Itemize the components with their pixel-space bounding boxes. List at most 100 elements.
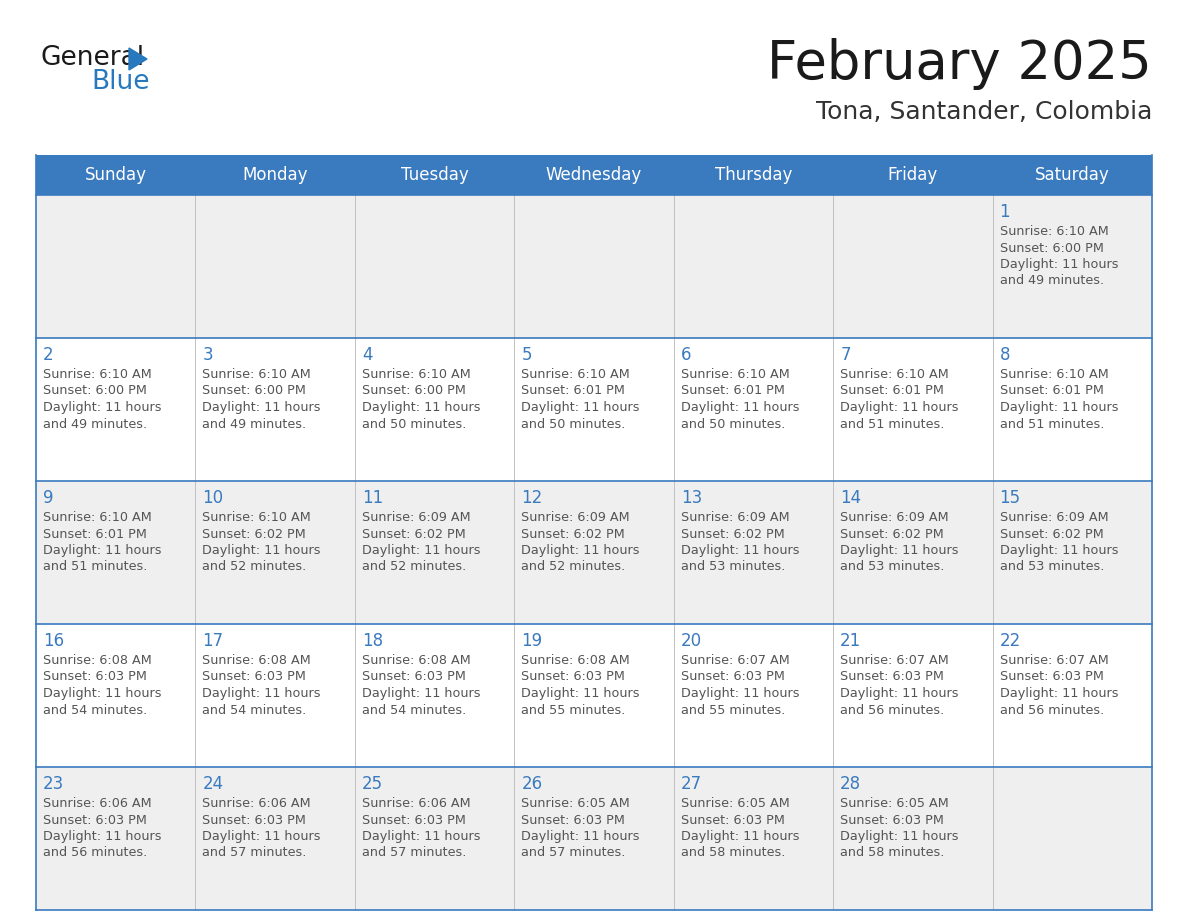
- Text: Daylight: 11 hours: Daylight: 11 hours: [522, 830, 640, 843]
- Text: 15: 15: [999, 489, 1020, 507]
- Text: 28: 28: [840, 775, 861, 793]
- Text: 13: 13: [681, 489, 702, 507]
- Text: Sunrise: 6:05 AM: Sunrise: 6:05 AM: [522, 797, 630, 810]
- Text: Daylight: 11 hours: Daylight: 11 hours: [362, 687, 480, 700]
- Text: Saturday: Saturday: [1035, 166, 1110, 184]
- Text: Sunset: 6:01 PM: Sunset: 6:01 PM: [43, 528, 147, 541]
- Text: and 57 minutes.: and 57 minutes.: [202, 846, 307, 859]
- Text: Daylight: 11 hours: Daylight: 11 hours: [43, 687, 162, 700]
- Text: Sunrise: 6:08 AM: Sunrise: 6:08 AM: [202, 654, 311, 667]
- Text: Sunset: 6:03 PM: Sunset: 6:03 PM: [362, 670, 466, 684]
- Text: Sunset: 6:00 PM: Sunset: 6:00 PM: [202, 385, 307, 397]
- Text: and 57 minutes.: and 57 minutes.: [362, 846, 466, 859]
- Text: 17: 17: [202, 632, 223, 650]
- Bar: [36, 767, 1152, 910]
- Text: Sunrise: 6:08 AM: Sunrise: 6:08 AM: [362, 654, 470, 667]
- Text: Sunset: 6:03 PM: Sunset: 6:03 PM: [43, 813, 147, 826]
- Text: Thursday: Thursday: [715, 166, 792, 184]
- Text: Daylight: 11 hours: Daylight: 11 hours: [43, 830, 162, 843]
- Text: Sunrise: 6:10 AM: Sunrise: 6:10 AM: [202, 368, 311, 381]
- Text: and 52 minutes.: and 52 minutes.: [202, 561, 307, 574]
- Text: Daylight: 11 hours: Daylight: 11 hours: [202, 830, 321, 843]
- Text: Sunrise: 6:06 AM: Sunrise: 6:06 AM: [43, 797, 152, 810]
- Text: Daylight: 11 hours: Daylight: 11 hours: [43, 544, 162, 557]
- Text: 22: 22: [999, 632, 1020, 650]
- Text: Sunset: 6:03 PM: Sunset: 6:03 PM: [202, 670, 307, 684]
- Text: and 49 minutes.: and 49 minutes.: [43, 418, 147, 431]
- Text: Daylight: 11 hours: Daylight: 11 hours: [999, 258, 1118, 271]
- Text: and 53 minutes.: and 53 minutes.: [840, 561, 944, 574]
- Text: Sunrise: 6:08 AM: Sunrise: 6:08 AM: [43, 654, 152, 667]
- Text: Sunset: 6:03 PM: Sunset: 6:03 PM: [840, 670, 944, 684]
- Text: 12: 12: [522, 489, 543, 507]
- Text: 18: 18: [362, 632, 383, 650]
- Text: Sunset: 6:03 PM: Sunset: 6:03 PM: [681, 813, 784, 826]
- Text: Daylight: 11 hours: Daylight: 11 hours: [999, 544, 1118, 557]
- Bar: [36, 195, 1152, 338]
- Text: Sunrise: 6:07 AM: Sunrise: 6:07 AM: [840, 654, 949, 667]
- Text: Sunset: 6:02 PM: Sunset: 6:02 PM: [681, 528, 784, 541]
- Text: Sunset: 6:00 PM: Sunset: 6:00 PM: [999, 241, 1104, 254]
- Text: Daylight: 11 hours: Daylight: 11 hours: [840, 830, 959, 843]
- Text: Sunrise: 6:09 AM: Sunrise: 6:09 AM: [999, 511, 1108, 524]
- Text: 1: 1: [999, 203, 1010, 221]
- Text: and 53 minutes.: and 53 minutes.: [681, 561, 785, 574]
- Bar: [36, 624, 1152, 767]
- Text: 19: 19: [522, 632, 543, 650]
- Text: 21: 21: [840, 632, 861, 650]
- Text: and 57 minutes.: and 57 minutes.: [522, 846, 626, 859]
- Text: Sunrise: 6:10 AM: Sunrise: 6:10 AM: [522, 368, 630, 381]
- Text: 5: 5: [522, 346, 532, 364]
- Text: Sunset: 6:02 PM: Sunset: 6:02 PM: [202, 528, 307, 541]
- Text: and 52 minutes.: and 52 minutes.: [362, 561, 466, 574]
- Text: Sunrise: 6:05 AM: Sunrise: 6:05 AM: [681, 797, 790, 810]
- Text: and 50 minutes.: and 50 minutes.: [681, 418, 785, 431]
- Text: Sunset: 6:01 PM: Sunset: 6:01 PM: [999, 385, 1104, 397]
- Text: Sunset: 6:00 PM: Sunset: 6:00 PM: [362, 385, 466, 397]
- Text: and 54 minutes.: and 54 minutes.: [43, 703, 147, 717]
- Text: Sunset: 6:03 PM: Sunset: 6:03 PM: [681, 670, 784, 684]
- Text: Sunset: 6:01 PM: Sunset: 6:01 PM: [522, 385, 625, 397]
- Text: 16: 16: [43, 632, 64, 650]
- Text: 2: 2: [43, 346, 53, 364]
- Text: 9: 9: [43, 489, 53, 507]
- Text: Sunset: 6:02 PM: Sunset: 6:02 PM: [999, 528, 1104, 541]
- Text: Sunrise: 6:08 AM: Sunrise: 6:08 AM: [522, 654, 630, 667]
- Text: Sunset: 6:03 PM: Sunset: 6:03 PM: [43, 670, 147, 684]
- Text: Blue: Blue: [91, 69, 150, 95]
- Text: Sunset: 6:03 PM: Sunset: 6:03 PM: [840, 813, 944, 826]
- Text: and 51 minutes.: and 51 minutes.: [999, 418, 1104, 431]
- Text: Daylight: 11 hours: Daylight: 11 hours: [202, 401, 321, 414]
- Text: and 56 minutes.: and 56 minutes.: [999, 703, 1104, 717]
- Text: 6: 6: [681, 346, 691, 364]
- Text: and 52 minutes.: and 52 minutes.: [522, 561, 626, 574]
- Text: Sunset: 6:03 PM: Sunset: 6:03 PM: [362, 813, 466, 826]
- Text: Daylight: 11 hours: Daylight: 11 hours: [202, 544, 321, 557]
- Text: 25: 25: [362, 775, 383, 793]
- Text: Sunrise: 6:09 AM: Sunrise: 6:09 AM: [840, 511, 949, 524]
- Text: Daylight: 11 hours: Daylight: 11 hours: [681, 544, 800, 557]
- Bar: [36, 338, 1152, 481]
- Text: February 2025: February 2025: [767, 38, 1152, 90]
- Text: Daylight: 11 hours: Daylight: 11 hours: [840, 687, 959, 700]
- Text: Daylight: 11 hours: Daylight: 11 hours: [43, 401, 162, 414]
- Text: Sunrise: 6:10 AM: Sunrise: 6:10 AM: [999, 368, 1108, 381]
- Text: Sunrise: 6:09 AM: Sunrise: 6:09 AM: [362, 511, 470, 524]
- Text: Sunrise: 6:06 AM: Sunrise: 6:06 AM: [362, 797, 470, 810]
- Text: Sunset: 6:01 PM: Sunset: 6:01 PM: [681, 385, 784, 397]
- Text: Sunrise: 6:09 AM: Sunrise: 6:09 AM: [681, 511, 789, 524]
- Text: Sunrise: 6:10 AM: Sunrise: 6:10 AM: [840, 368, 949, 381]
- Text: Daylight: 11 hours: Daylight: 11 hours: [522, 401, 640, 414]
- Bar: [36, 155, 1152, 195]
- Text: Sunrise: 6:07 AM: Sunrise: 6:07 AM: [681, 654, 790, 667]
- Text: 10: 10: [202, 489, 223, 507]
- Text: and 51 minutes.: and 51 minutes.: [840, 418, 944, 431]
- Text: and 58 minutes.: and 58 minutes.: [681, 846, 785, 859]
- Text: General: General: [42, 45, 145, 71]
- Text: and 49 minutes.: and 49 minutes.: [202, 418, 307, 431]
- Text: Sunrise: 6:10 AM: Sunrise: 6:10 AM: [43, 511, 152, 524]
- Text: Sunset: 6:00 PM: Sunset: 6:00 PM: [43, 385, 147, 397]
- Text: Daylight: 11 hours: Daylight: 11 hours: [362, 830, 480, 843]
- Text: Daylight: 11 hours: Daylight: 11 hours: [999, 401, 1118, 414]
- Text: Sunrise: 6:10 AM: Sunrise: 6:10 AM: [202, 511, 311, 524]
